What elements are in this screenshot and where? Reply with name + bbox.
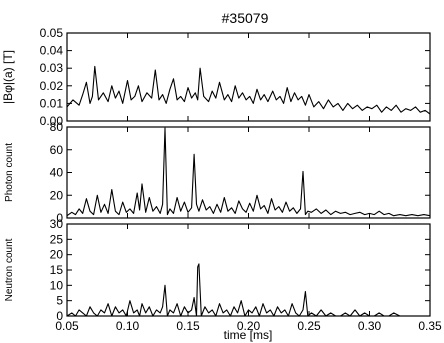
- panel-2: 0 20 40 60 80 Photon count: [4, 120, 431, 225]
- series-line-2: [66, 127, 431, 217]
- y-tick-label: 15: [50, 263, 64, 277]
- y-tick-label: 80: [50, 120, 64, 134]
- x-tick-label: 0.05: [55, 319, 79, 333]
- y-tick-label: 10: [50, 278, 64, 292]
- x-tick-label: 0.30: [358, 319, 382, 333]
- y-tick-label: 20: [50, 248, 64, 262]
- y-tick-label: 40: [50, 166, 64, 180]
- y-tick-label: 5: [56, 294, 63, 308]
- y-tick-label: 0.03: [40, 61, 64, 75]
- series-line-3: [66, 263, 430, 317]
- panel-frame: [66, 126, 431, 219]
- panel-1: 0.00 0.01 0.02 0.03 0.04 0.05 |Bφ|(a) [T]: [1, 26, 431, 128]
- y-tick-label: 0.04: [40, 44, 64, 58]
- x-tick-label: 0.35: [418, 319, 442, 333]
- y-tick-label: 20: [50, 188, 64, 202]
- x-axis-label: time [ms]: [224, 328, 273, 342]
- y-tick-label: 0.05: [40, 26, 64, 40]
- series-line-1: [66, 65, 431, 115]
- y-tick-label: 0: [56, 211, 63, 225]
- y-tick-label: 0.02: [40, 79, 64, 93]
- y-tick-label: 0.00: [40, 114, 64, 128]
- y-axis-label-2: Photon count: [4, 143, 15, 202]
- panel-frame: [66, 223, 431, 317]
- x-tick-label: 0.25: [297, 319, 321, 333]
- x-tick-label: 0.10: [116, 319, 140, 333]
- y-axis-label-1: |Bφ|(a) [T]: [1, 50, 15, 104]
- y-tick-label: 0: [56, 309, 63, 323]
- y-tick-label: 25: [50, 232, 64, 246]
- y-tick-label: 0.01: [40, 96, 64, 110]
- panel-frame: [66, 32, 431, 122]
- chart-title: #35079: [222, 10, 269, 26]
- y-tick-label: 30: [50, 217, 64, 231]
- x-tick-label: 0.15: [176, 319, 200, 333]
- y-axis-label-3: Neutron count: [4, 238, 15, 301]
- x-tick-label: 0.20: [237, 319, 261, 333]
- y-tick-label: 60: [50, 143, 64, 157]
